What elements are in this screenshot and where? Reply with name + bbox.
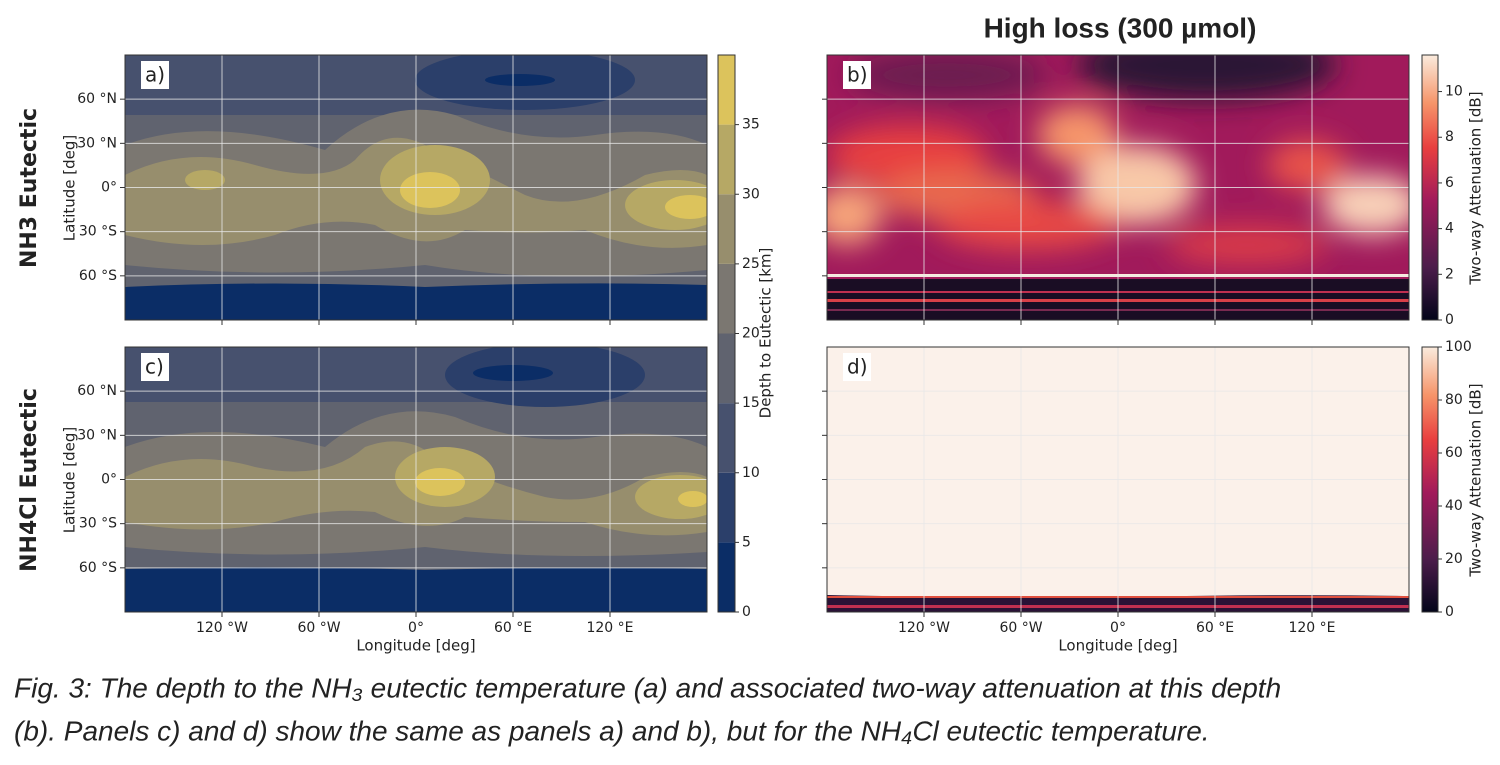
colorbar-tick-label: 80 bbox=[1445, 392, 1463, 408]
x-tick-label: 0° bbox=[1110, 620, 1126, 636]
colorbar-band bbox=[718, 55, 735, 125]
panel-label: b) bbox=[847, 63, 868, 87]
colorbar-band bbox=[718, 403, 735, 473]
caption-line: Fig. 3: The depth to the NH₃ eutectic te… bbox=[14, 672, 1281, 703]
x-tick-label: 120 °E bbox=[586, 620, 633, 636]
colorbar-tick-label: 4 bbox=[1445, 221, 1454, 237]
y-tick-label: 30 °S bbox=[79, 224, 117, 240]
panel-frame bbox=[124, 54, 708, 321]
row-label: NH4Cl Eutectic bbox=[17, 388, 42, 572]
depth-map-a bbox=[125, 55, 707, 320]
colorbar-tick-label: 20 bbox=[1445, 551, 1463, 567]
depth-map-c bbox=[125, 347, 707, 612]
colorbar-gradient bbox=[1422, 55, 1438, 320]
y-tick-label: 0° bbox=[101, 472, 117, 488]
x-tick-label: 120 °W bbox=[898, 620, 950, 636]
colorbar-tick-label: 15 bbox=[742, 395, 760, 411]
colorbar-tick-label: 2 bbox=[1445, 266, 1454, 282]
caption-line: (b). Panels c) and d) show the same as p… bbox=[14, 715, 1210, 746]
panel-label-box bbox=[843, 61, 871, 89]
colorbar-tick-label: 20 bbox=[742, 326, 760, 342]
y-tick-label: 30 °N bbox=[77, 427, 117, 443]
panel-label: d) bbox=[847, 355, 868, 379]
colorbar-tick-label: 0 bbox=[742, 604, 751, 620]
colorbar-gradient bbox=[1422, 347, 1438, 612]
colorbar-tick-label: 6 bbox=[1445, 175, 1454, 191]
colorbar-tick-label: 100 bbox=[1445, 339, 1472, 355]
x-tick-label: 120 °E bbox=[1288, 620, 1335, 636]
y-axis-label: Latitude [deg] bbox=[61, 427, 79, 533]
colorbar-tick-label: 35 bbox=[742, 117, 760, 133]
colorbar-frame bbox=[1421, 346, 1439, 613]
title: High loss (300 µmol) bbox=[984, 12, 1257, 43]
colorbar-band bbox=[718, 124, 735, 195]
x-tick-label: 60 °E bbox=[494, 620, 532, 636]
colorbar-label: Depth to Eutectic [km] bbox=[757, 248, 775, 419]
y-tick-label: 60 °S bbox=[79, 268, 117, 284]
panel-frame bbox=[826, 54, 1410, 321]
y-tick-label: 30 °S bbox=[79, 516, 117, 532]
x-tick-label: 60 °W bbox=[297, 620, 340, 636]
colorbar-label: Two-way Attenuation [dB] bbox=[1467, 91, 1485, 285]
colorbar-band bbox=[718, 263, 735, 334]
y-tick-label: 30 °N bbox=[77, 135, 117, 151]
colorbar-label: Two-way Attenuation [dB] bbox=[1467, 383, 1485, 577]
row-label: NH3 Eutectic bbox=[17, 108, 42, 268]
colorbar-tick-label: 0 bbox=[1445, 604, 1454, 620]
colorbar-band bbox=[718, 542, 735, 612]
y-tick-label: 60 °S bbox=[79, 560, 117, 576]
colorbar-tick-label: 8 bbox=[1445, 129, 1454, 145]
x-tick-label: 60 °W bbox=[999, 620, 1042, 636]
panel-label: a) bbox=[145, 63, 165, 87]
colorbar-tick-label: 30 bbox=[742, 186, 760, 202]
x-tick-label: 120 °W bbox=[196, 620, 248, 636]
colorbar-tick-label: 10 bbox=[742, 465, 760, 481]
x-tick-label: 0° bbox=[408, 620, 424, 636]
y-tick-label: 0° bbox=[101, 180, 117, 196]
attenuation-map-b bbox=[827, 55, 1409, 320]
panel-frame bbox=[124, 346, 708, 613]
colorbar-band bbox=[718, 472, 735, 543]
panel-frame bbox=[826, 346, 1410, 613]
colorbar-tick-label: 25 bbox=[742, 256, 760, 272]
y-tick-label: 60 °N bbox=[77, 91, 117, 107]
y-tick-label: 60 °N bbox=[77, 383, 117, 399]
panel-label-box bbox=[141, 61, 169, 89]
colorbar-band bbox=[718, 333, 735, 404]
colorbar-frame bbox=[1421, 54, 1439, 321]
panel-label-box bbox=[843, 353, 871, 381]
x-axis-label: Longitude [deg] bbox=[356, 637, 475, 655]
colorbar-tick-label: 0 bbox=[1445, 312, 1454, 328]
x-tick-label: 60 °E bbox=[1196, 620, 1234, 636]
y-axis-label: Latitude [deg] bbox=[61, 135, 79, 241]
colorbar-tick-label: 40 bbox=[1445, 498, 1463, 514]
colorbar-tick-label: 10 bbox=[1445, 84, 1463, 100]
panel-label: c) bbox=[145, 355, 164, 379]
colorbar-tick-label: 60 bbox=[1445, 445, 1463, 461]
panel-label-box bbox=[141, 353, 169, 381]
colorbar-tick-label: 5 bbox=[742, 534, 751, 550]
colorbar-band bbox=[718, 194, 735, 264]
x-axis-label: Longitude [deg] bbox=[1058, 637, 1177, 655]
